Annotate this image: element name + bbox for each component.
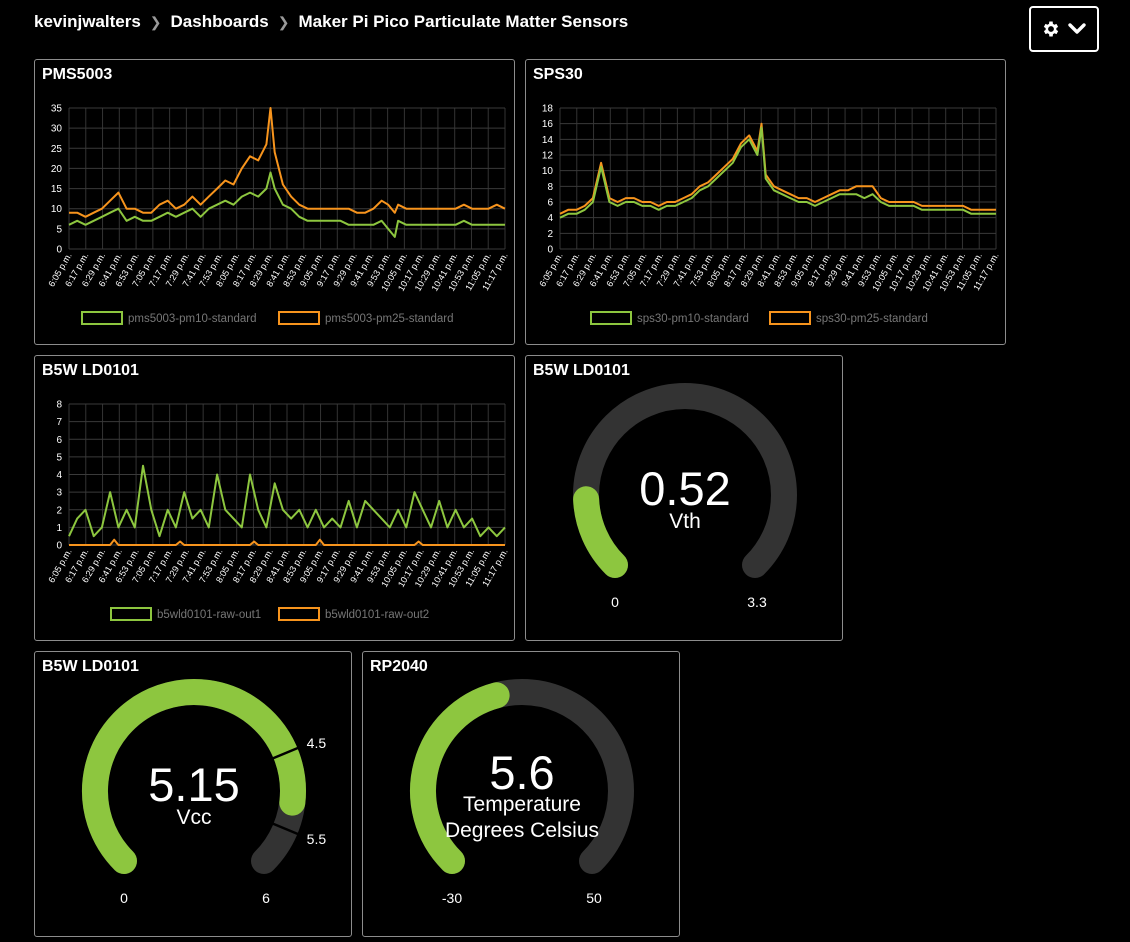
gauge-value-arc [573, 486, 628, 578]
gear-icon [1043, 21, 1059, 37]
y-tick-label: 0 [56, 541, 62, 552]
y-tick-label: 20 [51, 164, 63, 175]
breadcrumb-separator-icon: ❯ [149, 13, 162, 30]
y-tick-label: 3 [56, 488, 62, 499]
legend-swatch [769, 311, 811, 325]
gauge-threshold-marker [272, 822, 299, 836]
legend-swatch [590, 311, 632, 325]
y-tick-label: 4 [547, 213, 553, 224]
y-tick-label: 10 [542, 166, 554, 177]
y-tick-label: 5 [56, 224, 62, 235]
chart-panel-sps30: SPS30 0 2 4 6 8 10 12 14 16 18 6:05 p.m. 6:17 p.m. 6… [525, 59, 1006, 345]
y-tick-label: 16 [542, 119, 554, 130]
gauge-unit: Vcc [176, 806, 211, 829]
y-tick-label: 25 [51, 144, 63, 155]
gauge-min-label: 0 [611, 594, 619, 610]
y-tick-label: 8 [547, 182, 553, 193]
gauge-threshold-label: 4.5 [307, 735, 327, 751]
chevron-down-icon [1068, 23, 1086, 34]
gauge-value-arc [410, 682, 510, 874]
gauge-panel-temperature: RP2040 5.6 Temperature Degrees Celsius -30 5… [362, 651, 680, 937]
breadcrumb: kevinjwalters ❯ Dashboards ❯ Maker Pi Pi… [34, 10, 628, 34]
legend-swatch [110, 607, 152, 621]
settings-menu-button[interactable] [1029, 6, 1099, 52]
gauge-unit: Temperature [463, 793, 581, 816]
y-tick-label: 8 [56, 400, 62, 411]
series-line-pms5003-pm25-standard [69, 107, 506, 218]
gauge-min-label: -30 [442, 890, 462, 906]
y-tick-label: 30 [51, 124, 63, 135]
gauge-panel-vth: B5W LD0101 0.52 Vth 0 3.3 [525, 355, 843, 641]
legend-label: pms5003-pm10-standard [128, 313, 257, 325]
series-line-sps30-pm25-standard [559, 122, 996, 215]
y-tick-label: 0 [56, 245, 62, 256]
legend-swatch [81, 311, 123, 325]
y-tick-label: 15 [51, 184, 63, 195]
page-title: Maker Pi Pico Particulate Matter Sensors [298, 12, 629, 31]
gauge-max-label: 3.3 [747, 594, 767, 610]
panel-title: B5W LD0101 [42, 658, 139, 675]
series-line-b5wld0101-raw-out2 [69, 538, 505, 546]
y-tick-label: 18 [542, 104, 554, 115]
y-tick-label: 35 [51, 104, 63, 115]
panel-title: PMS5003 [42, 66, 113, 83]
y-tick-label: 2 [547, 229, 553, 240]
legend-label: b5wld0101-raw-out2 [325, 609, 429, 621]
y-tick-label: 7 [56, 417, 62, 428]
legend-swatch [278, 607, 320, 621]
y-tick-label: 5 [56, 452, 62, 463]
y-tick-label: 2 [56, 505, 62, 516]
series-line-sps30-pm10-standard [559, 126, 996, 219]
gauge-threshold-label: 5.5 [307, 831, 327, 847]
gauge-unit: Vth [669, 510, 701, 533]
breadcrumb-user-link[interactable]: kevinjwalters [34, 12, 141, 31]
legend-label: sps30-pm25-standard [816, 313, 928, 325]
legend-label: b5wld0101-raw-out1 [157, 609, 261, 621]
panel-title: SPS30 [533, 66, 583, 83]
legend-swatch [278, 311, 320, 325]
chart-panel-pms5003: PMS5003 0 5 10 15 20 25 30 35 6:05 p.m. 6:17 p.m.… [34, 59, 515, 345]
gauge-value: 5.6 [489, 746, 554, 799]
breadcrumb-separator-icon: ❯ [277, 13, 290, 30]
gauge-value: 0.52 [639, 462, 730, 515]
gauge-max-label: 6 [262, 890, 270, 906]
gauge-max-label: 50 [586, 890, 602, 906]
y-tick-label: 6 [547, 198, 553, 209]
y-tick-label: 4 [56, 470, 62, 481]
panel-title: RP2040 [370, 658, 428, 675]
gauge-value-arc [82, 679, 306, 874]
series-line-b5wld0101-raw-out1 [68, 464, 506, 538]
y-tick-label: 10 [51, 204, 63, 215]
y-tick-label: 1 [56, 523, 62, 534]
gauge-min-label: 0 [120, 890, 128, 906]
legend-label: sps30-pm10-standard [637, 313, 749, 325]
chart-panel-b5wld0101: B5W LD0101 0 1 2 3 4 5 6 7 8 6:05 p.m. 6:17 p.m. 6:… [34, 355, 515, 641]
gauge-value: 5.15 [148, 758, 239, 811]
gauge-threshold-marker [272, 746, 299, 760]
y-tick-label: 12 [542, 151, 554, 162]
breadcrumb-dashboards-link[interactable]: Dashboards [170, 12, 269, 31]
gauge-panel-vcc: B5W LD0101 4.5 5.5 5.15 Vcc 0 6 [34, 651, 352, 937]
y-tick-label: 0 [547, 245, 553, 256]
y-tick-label: 6 [56, 435, 62, 446]
y-tick-label: 14 [542, 135, 554, 146]
panel-title: B5W LD0101 [42, 362, 139, 379]
gauge-unit-line2: Degrees Celsius [445, 819, 599, 842]
series-line-pms5003-pm10-standard [68, 171, 505, 238]
panel-title: B5W LD0101 [533, 362, 630, 379]
legend-label: pms5003-pm25-standard [325, 313, 454, 325]
